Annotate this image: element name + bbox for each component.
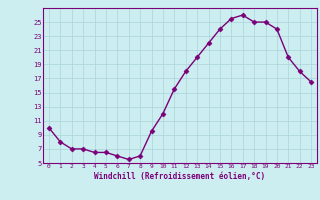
X-axis label: Windchill (Refroidissement éolien,°C): Windchill (Refroidissement éolien,°C) bbox=[94, 172, 266, 181]
